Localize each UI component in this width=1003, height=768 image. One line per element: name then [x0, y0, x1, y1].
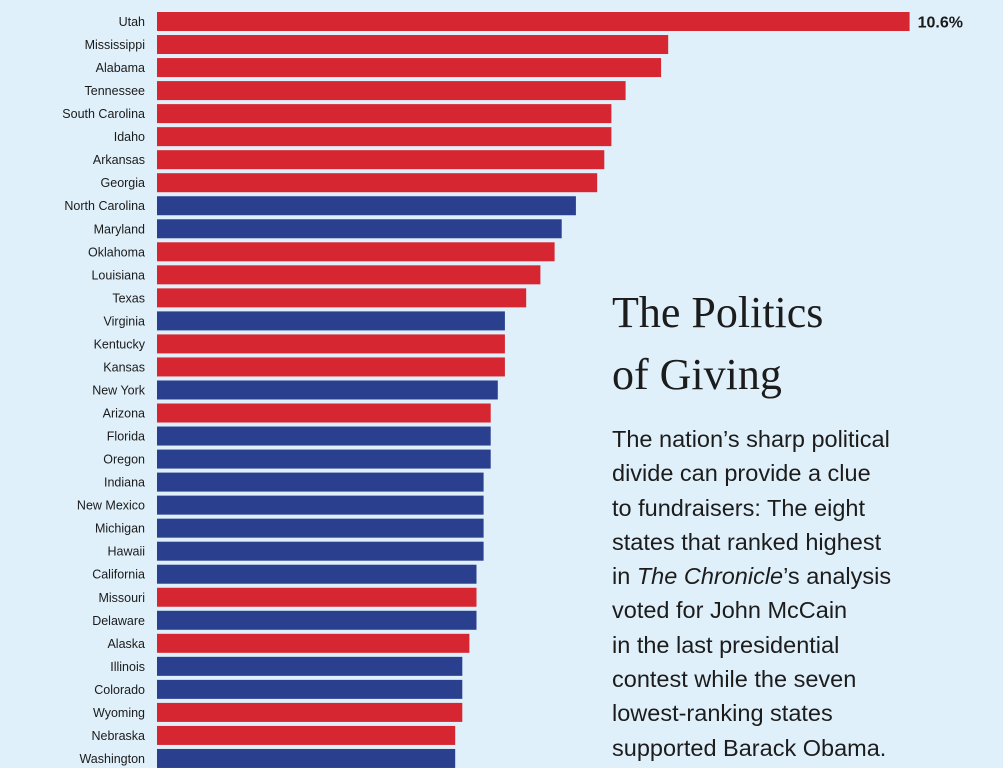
bar-indiana [157, 472, 484, 492]
bar-nebraska [157, 725, 456, 745]
bar-georgia [157, 173, 598, 193]
state-label-alaska: Alaska [107, 637, 145, 651]
state-label-louisiana: Louisiana [91, 268, 145, 282]
bar-missouri [157, 587, 477, 607]
blurb-line-7: in the last presidential [612, 631, 840, 658]
bar-louisiana [157, 265, 541, 285]
bar-tennessee [157, 81, 626, 101]
bar-arkansas [157, 150, 605, 170]
publication-name: The Chronicle [636, 563, 784, 590]
bar-hawaii [157, 541, 484, 561]
state-label-colorado: Colorado [94, 683, 145, 697]
bar-oklahoma [157, 242, 555, 262]
state-label-maryland: Maryland [94, 222, 145, 236]
bar-kentucky [157, 334, 505, 354]
bar-idaho [157, 127, 612, 147]
blurb-line-5-pre: in [612, 563, 637, 590]
bar-california [157, 564, 477, 584]
state-label-new-mexico: New Mexico [77, 499, 145, 513]
blurb-line-10: supported Barack Obama. [612, 734, 887, 761]
state-label-oklahoma: Oklahoma [88, 245, 145, 259]
bar-illinois [157, 656, 463, 676]
bar-washington [157, 748, 456, 768]
bar-texas [157, 288, 527, 308]
state-label-wyoming: Wyoming [93, 706, 145, 720]
blurb-line-1: The nation’s sharp political [612, 426, 890, 452]
bar-delaware [157, 610, 477, 630]
state-label-kentucky: Kentucky [94, 337, 146, 351]
state-label-virginia: Virginia [104, 314, 146, 328]
blurb-line-2: divide can provide a clue [612, 460, 871, 487]
bar-virginia [157, 311, 505, 331]
state-label-missouri: Missouri [98, 591, 145, 605]
state-label-nebraska: Nebraska [92, 729, 146, 743]
state-label-idaho: Idaho [114, 130, 145, 144]
state-label-indiana: Indiana [104, 476, 145, 490]
bar-kansas [157, 357, 505, 377]
bar-arizona [157, 403, 491, 423]
state-label-tennessee: Tennessee [85, 84, 146, 98]
title-line-1: The Politics [612, 288, 824, 337]
state-label-washington: Washington [79, 752, 145, 766]
blurb-line-5-post: ’s analysis [783, 563, 892, 590]
state-label-arizona: Arizona [103, 407, 145, 421]
state-label-delaware: Delaware [92, 614, 145, 628]
title-line-2: of Giving [612, 350, 782, 399]
bar-maryland [157, 219, 562, 239]
state-label-kansas: Kansas [103, 360, 145, 374]
bar-florida [157, 426, 491, 446]
state-label-michigan: Michigan [95, 522, 145, 536]
value-label-utah: 10.6% [918, 15, 963, 32]
state-label-alabama: Alabama [96, 61, 145, 75]
bar-north-carolina [157, 196, 576, 216]
state-label-illinois: Illinois [110, 660, 145, 674]
chart-title: The Politics of Giving [612, 282, 992, 406]
bar-mississippi [157, 35, 669, 55]
blurb-line-8: contest while the seven [612, 666, 857, 693]
blurb-line-6: voted for John McCain [612, 597, 848, 624]
bar-new-mexico [157, 495, 484, 515]
state-label-north-carolina: North Carolina [64, 199, 145, 213]
state-label-oregon: Oregon [103, 453, 145, 467]
state-label-new-york: New York [92, 383, 146, 397]
description-text: The nation’s sharp political divide can … [612, 422, 997, 765]
bar-colorado [157, 679, 463, 699]
state-label-georgia: Georgia [101, 176, 146, 190]
bar-oregon [157, 449, 491, 469]
bar-utah [157, 12, 910, 31]
state-label-mississippi: Mississippi [85, 38, 145, 52]
blurb-line-9: lowest-ranking states [612, 700, 833, 727]
state-label-arkansas: Arkansas [93, 153, 145, 167]
bar-new-york [157, 380, 498, 400]
bar-wyoming [157, 702, 463, 722]
state-label-south-carolina: South Carolina [62, 107, 145, 121]
state-label-hawaii: Hawaii [107, 545, 145, 559]
state-label-utah: Utah [119, 15, 145, 29]
state-label-california: California [92, 568, 145, 582]
state-label-texas: Texas [112, 291, 145, 305]
bar-south-carolina [157, 104, 612, 124]
state-label-florida: Florida [107, 430, 145, 444]
bar-alaska [157, 633, 470, 653]
bar-michigan [157, 518, 484, 538]
blurb-line-3: to fundraisers: The eight [612, 494, 865, 521]
blurb-line-5: in The Chronicle’s analysis [612, 559, 997, 593]
blurb-line-4: states that ranked highest [612, 528, 882, 555]
bar-alabama [157, 58, 662, 78]
